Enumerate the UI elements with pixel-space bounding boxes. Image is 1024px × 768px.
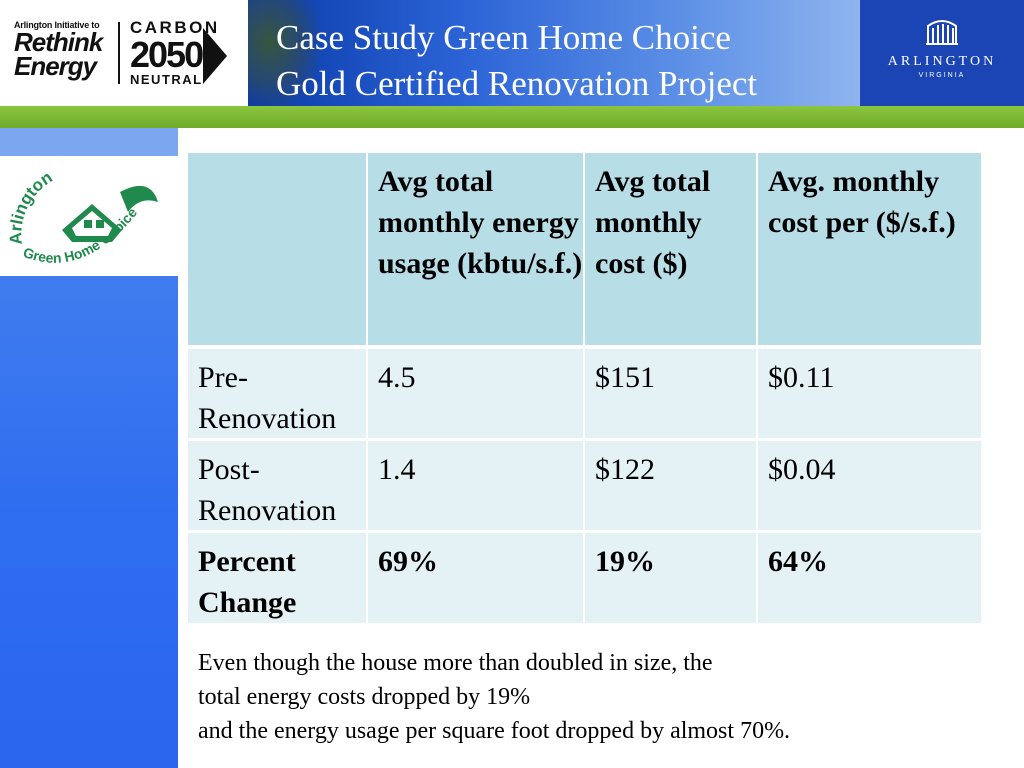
title-band: Case Study Green Home Choice Gold Certif… xyxy=(248,0,860,106)
tree-image xyxy=(248,0,318,106)
table-header-cell: Avg total monthly energy usage (kbtu/s.f… xyxy=(368,153,583,345)
summary-note-line: and the energy usage per square foot dro… xyxy=(198,718,791,744)
green-home-choice-logo: Arlington Green Home Choice xyxy=(0,156,178,276)
table-header-cell xyxy=(188,153,366,345)
arlington-virginia-logo: ARLINGTON VIRGINIA xyxy=(860,0,1024,106)
table-cell: 64% xyxy=(758,533,981,623)
carbon-year-text: 2050 xyxy=(130,34,204,75)
virginia-text: VIRGINIA xyxy=(918,72,966,79)
carbon-2050-logo: CARBON 2050 NEUTRAL xyxy=(130,18,240,87)
table-row: Post-Renovation 1.4 $122 $0.04 xyxy=(188,441,981,530)
table-cell: $122 xyxy=(585,441,756,530)
summary-note: Even though the house more than doubled … xyxy=(198,646,978,748)
slide-title-line-2: Gold Certified Renovation Project xyxy=(276,64,758,103)
house-icon xyxy=(62,204,122,242)
table-cell: Post-Renovation xyxy=(188,441,366,530)
table-header-cell: Avg total monthly cost ($) xyxy=(585,153,756,345)
table-cell: 19% xyxy=(585,533,756,623)
leaf-icon xyxy=(120,185,158,212)
logo-divider xyxy=(118,22,120,84)
table-row: Pre-Renovation 4.5 $151 $0.11 xyxy=(188,349,981,438)
slide-header: Arlington Initiative to Rethink Energy C… xyxy=(0,0,1024,106)
table-cell: Pre-Renovation xyxy=(188,349,366,438)
green-accent-bar xyxy=(0,106,1024,128)
summary-note-line: Even though the house more than doubled … xyxy=(198,650,713,676)
rethink-energy-logo: Arlington Initiative to Rethink Energy xyxy=(14,20,114,81)
arlington-text: ARLINGTON xyxy=(887,54,997,69)
arrow-icon xyxy=(203,28,227,84)
energy-big-text: Energy xyxy=(14,51,97,81)
rethink-small-text: Arlington Initiative to xyxy=(14,20,100,30)
slide-title-line-1: Case Study Green Home Choice xyxy=(276,18,731,57)
table-cell: 69% xyxy=(368,533,583,623)
table-cell: Percent Change xyxy=(188,533,366,623)
table-header-cell: Avg. monthly cost per ($/s.f.) xyxy=(758,153,981,345)
rethink-big-text: Rethink xyxy=(14,27,103,57)
carbon-text: CARBON xyxy=(130,18,220,37)
table-row: Percent Change 69% 19% 64% xyxy=(188,533,981,623)
table-cell: 1.4 xyxy=(368,441,583,530)
neutral-text: NEUTRAL xyxy=(130,72,203,87)
green-home-choice-emblem: Arlington Green Home Choice xyxy=(6,168,158,266)
table-cell: $0.11 xyxy=(758,349,981,438)
side-band-top xyxy=(0,128,178,156)
table-cell: $151 xyxy=(585,349,756,438)
summary-note-line: total energy costs dropped by 19% xyxy=(198,684,531,710)
table-cell: 4.5 xyxy=(368,349,583,438)
svg-text:Arlington: Arlington xyxy=(6,168,56,245)
arlington-building-icon xyxy=(926,20,958,45)
rethink-energy-carbon-logo: Arlington Initiative to Rethink Energy C… xyxy=(0,0,248,106)
table-header-row: Avg total monthly energy usage (kbtu/s.f… xyxy=(188,153,981,345)
table-cell: $0.04 xyxy=(758,441,981,530)
arlington-arc-text: Arlington xyxy=(6,168,56,245)
